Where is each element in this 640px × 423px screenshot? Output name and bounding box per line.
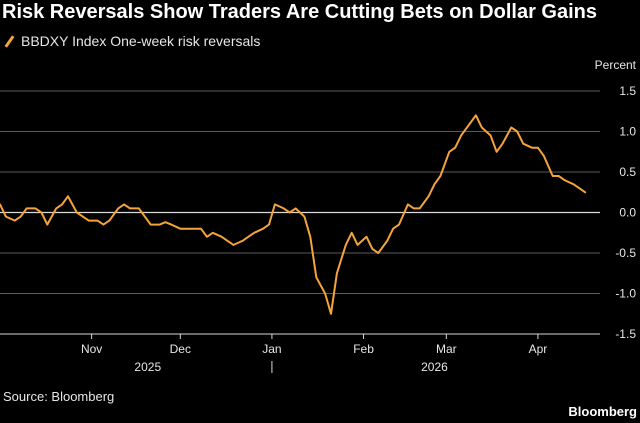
series-line [0,114,587,315]
x-tick-label: Mar [436,342,457,356]
y-tick-label: -1.5 [615,327,636,341]
x-tick-label: Nov [81,342,102,356]
x-tick-label: Apr [529,342,548,356]
y-axis-label: Percent [595,58,637,72]
y-tick-label: 1.0 [619,125,636,139]
year-label: 2025 [134,360,161,374]
chart-title: Risk Reversals Show Traders Are Cutting … [2,1,597,23]
y-tick-label: -0.5 [615,246,636,260]
y-tick-label: 1.5 [619,84,636,98]
source-note: Source: Bloomberg [3,389,115,404]
bloomberg-logo: Bloomberg [568,404,637,419]
legend: BBDXY Index One-week risk reversals [4,33,261,49]
legend-label: BBDXY Index One-week risk reversals [21,33,261,49]
year-label: 2026 [421,360,448,374]
x-tick-label: Jan [262,342,281,356]
y-tick-label: -1.0 [615,287,636,301]
y-tick-label: 0.5 [619,165,636,179]
x-tick-label: Dec [170,342,191,356]
x-tick-label: Feb [353,342,374,356]
y-axis-ticks: 1.5 1.0 0.5 0.0 -0.5 -1.0 -1.5 [615,84,636,341]
y-tick-label: 0.0 [619,206,636,220]
x-axis: Nov Dec Jan Feb Mar Apr 2025 2026 [0,333,600,374]
